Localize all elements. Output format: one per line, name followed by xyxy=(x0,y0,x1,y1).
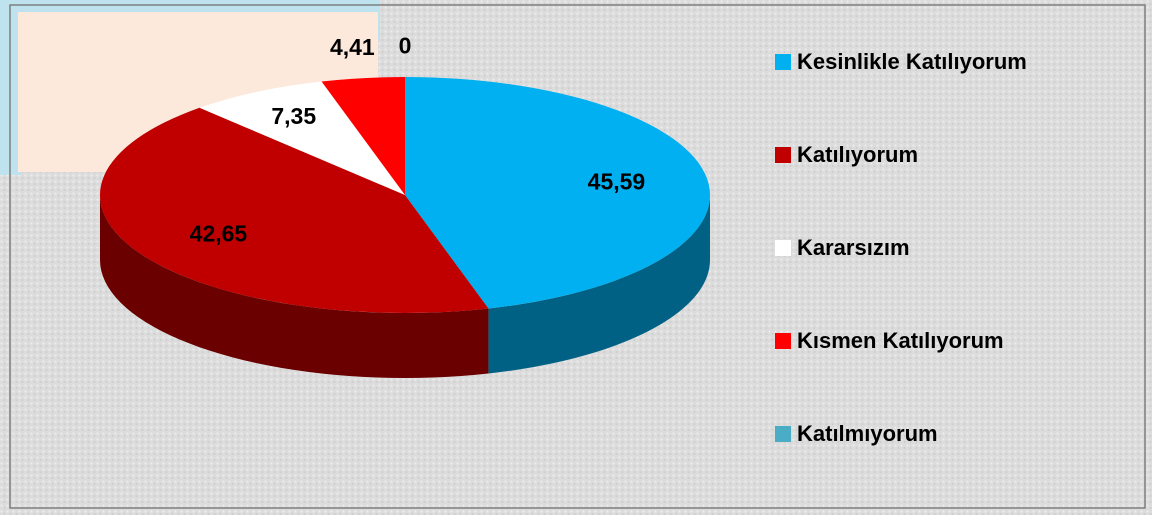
data-label: 45,59 xyxy=(588,169,646,195)
legend-label: Kesinlikle Katılıyorum xyxy=(797,49,1027,74)
legend: Kesinlikle Katılıyorum Katılıyorum Kararsı… xyxy=(775,49,1027,446)
pie: 45,59 42,65 7,35 4,41 0 xyxy=(100,33,710,378)
data-label: 42,65 xyxy=(190,220,248,246)
legend-label: Katılıyorum xyxy=(797,142,918,167)
legend-label: Kısmen Katılıyorum xyxy=(797,328,1004,353)
legend-label: Katılmıyorum xyxy=(797,421,938,446)
data-label: 0 xyxy=(399,33,412,59)
legend-label: Kararsızım xyxy=(797,235,910,260)
slice xyxy=(100,107,489,313)
legend-swatch xyxy=(775,54,791,70)
data-label: 4,41 xyxy=(330,34,375,60)
legend-swatch xyxy=(775,333,791,349)
legend-swatch xyxy=(775,240,791,256)
slice-side xyxy=(100,195,489,378)
slice xyxy=(321,77,405,195)
slice-side xyxy=(488,195,710,374)
chart-border xyxy=(9,4,1146,509)
legend-swatch xyxy=(775,426,791,442)
slice xyxy=(199,81,405,195)
slice xyxy=(405,77,710,309)
legend-swatch xyxy=(775,147,791,163)
decor-strip xyxy=(0,0,22,175)
data-label: 7,35 xyxy=(271,103,316,129)
